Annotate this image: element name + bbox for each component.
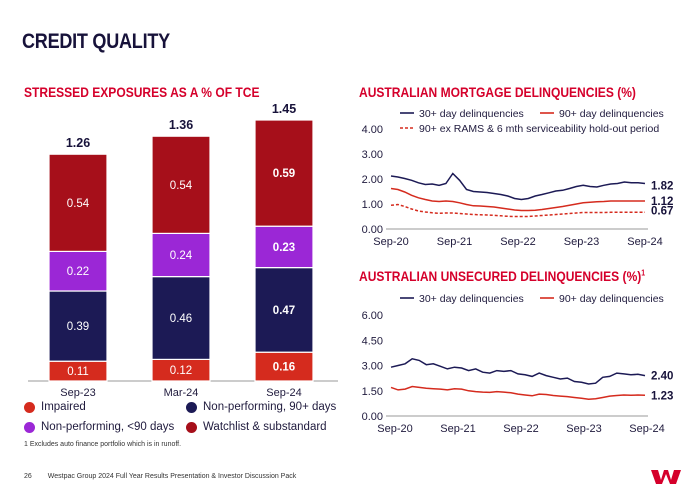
page-title: CREDIT QUALITY [22, 30, 170, 53]
bar-segment [151, 276, 211, 361]
footnote: 1 Excludes auto finance portfolio which … [24, 441, 182, 448]
bar-segment [254, 351, 314, 382]
footer-text: Westpac Group 2024 Full Year Results Pre… [47, 473, 297, 480]
bar-category-label: Sep-23 [60, 387, 95, 399]
bar-segment [151, 135, 211, 234]
legend-np90-label: Non-performing, 90+ days [203, 401, 337, 413]
unsecured-chart-title: AUSTRALIAN UNSECURED DELINQUENCIES (%)1 [359, 268, 645, 284]
unsecured-title-text: AUSTRALIAN UNSECURED DELINQUENCIES (%) [359, 268, 642, 284]
bar-chart-title: STRESSED EXPOSURES AS A % OF TCE [24, 84, 260, 100]
bar-total-label: 1.36 [169, 118, 193, 132]
impaired-swatch-icon [24, 401, 35, 413]
bar-segment [254, 267, 314, 353]
legend-npl90-label: Non-performing, <90 days [41, 421, 175, 433]
bar-total-label: 1.26 [66, 136, 90, 150]
bar-segment [48, 250, 108, 292]
bar-segment-label: 0.54 [67, 198, 90, 210]
unsecured-title-footnote-marker: 1 [641, 268, 646, 278]
bar-segment [48, 153, 108, 252]
bar-category-label: Sep-24 [266, 387, 301, 399]
bar-segment [48, 290, 108, 362]
page-number: 26 [24, 473, 32, 480]
bar-category-label: Mar-24 [164, 387, 199, 399]
bar-segment [151, 232, 211, 278]
bar-segment-label: 0.11 [67, 366, 89, 378]
westpac-logo-icon [651, 470, 681, 484]
bar-segment [254, 225, 314, 269]
np90-swatch-icon [186, 401, 197, 413]
bar-segment [254, 119, 314, 227]
footer: 26 Westpac Group 2024 Full Year Results … [24, 473, 296, 480]
bar-segment-label: 0.22 [67, 266, 89, 278]
bar-segment-label: 0.39 [67, 321, 89, 333]
mortgage-chart-title: AUSTRALIAN MORTGAGE DELINQUENCIES (%) [359, 84, 636, 100]
bar-segment-label: 0.46 [170, 313, 192, 325]
bar-segment-label: 0.54 [170, 180, 193, 192]
bar-total-label: 1.45 [272, 102, 296, 116]
legend-item-watch: Watchlist & substandard [186, 421, 327, 433]
bar-segment-label: 0.59 [273, 168, 295, 180]
bar-segment-label: 0.12 [170, 365, 192, 377]
watch-swatch-icon [186, 421, 197, 433]
legend-item-np90: Non-performing, 90+ days [186, 401, 336, 413]
bar-segment-label: 0.16 [273, 362, 295, 374]
bar-segment-label: 0.47 [273, 305, 295, 317]
legend-impaired-label: Impaired [41, 401, 86, 413]
npl90-swatch-icon [24, 421, 35, 433]
bar-segment-label: 0.24 [170, 250, 193, 262]
legend-item-npl90: Non-performing, <90 days [24, 421, 174, 433]
bar-segment-label: 0.23 [273, 242, 295, 254]
legend-item-impaired: Impaired [24, 401, 86, 413]
legend-watch-label: Watchlist & substandard [203, 421, 327, 433]
